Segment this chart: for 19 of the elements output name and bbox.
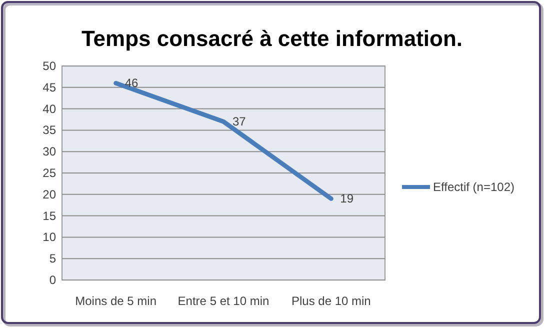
chart-title: Temps consacré à cette information. bbox=[81, 26, 463, 51]
y-tick-label: 45 bbox=[42, 80, 56, 94]
x-tick-label: Plus de 10 min bbox=[291, 294, 371, 308]
y-tick-label: 5 bbox=[49, 252, 56, 266]
legend-label: Effectif (n=102) bbox=[433, 180, 514, 194]
y-tick-label: 50 bbox=[42, 59, 56, 73]
y-tick-label: 40 bbox=[42, 102, 56, 116]
y-tick-label: 25 bbox=[42, 166, 56, 180]
y-tick-label: 20 bbox=[42, 187, 56, 202]
data-label: 46 bbox=[124, 76, 139, 90]
data-label: 19 bbox=[340, 192, 354, 206]
y-tick-label: 0 bbox=[49, 273, 56, 287]
x-tick-label: Entre 5 et 10 min bbox=[178, 294, 270, 308]
y-tick-label: 30 bbox=[42, 144, 56, 159]
y-tick-label: 35 bbox=[42, 123, 56, 138]
y-tick-label: 10 bbox=[42, 230, 56, 244]
x-tick-label: Moins de 5 min bbox=[75, 294, 157, 308]
y-tick-label: 15 bbox=[42, 208, 56, 223]
data-label: 37 bbox=[232, 114, 246, 129]
